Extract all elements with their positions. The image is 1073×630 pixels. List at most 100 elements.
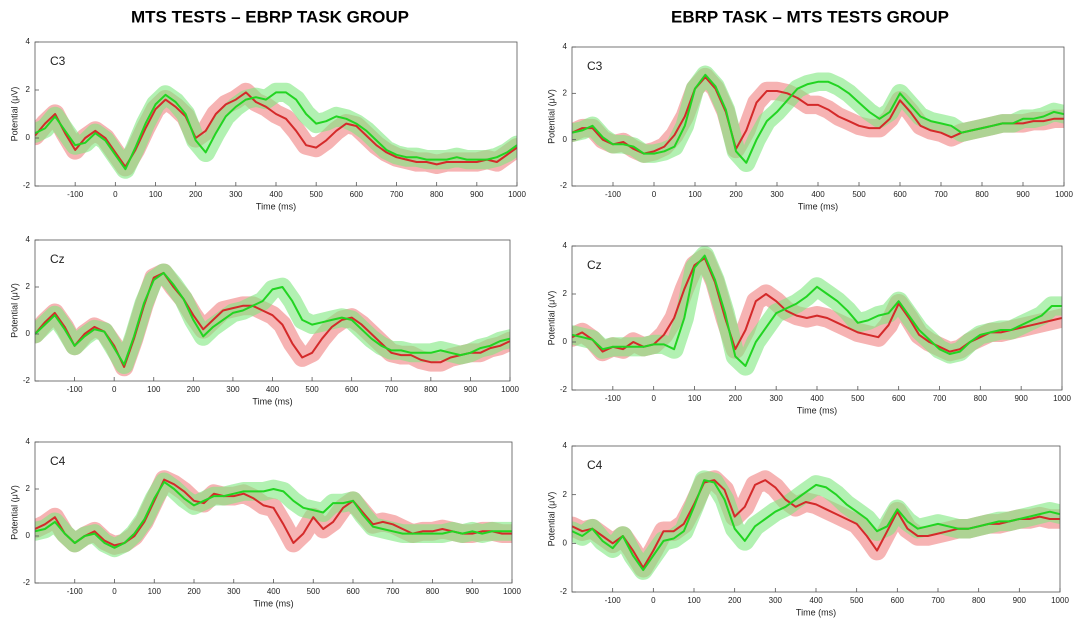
y-tick-label: -2: [23, 376, 31, 385]
y-tick-label: 0: [563, 337, 568, 346]
x-tick-label: 0: [112, 385, 117, 394]
x-tick-label: 800: [430, 190, 444, 199]
y-tick-label: 4: [563, 241, 568, 250]
x-tick-label: 700: [933, 394, 947, 403]
panel: -2 0 2 4 -100 0 100 200 300 400 500 600 700 800 900 100…: [9, 37, 526, 211]
channel-label: Cz: [587, 258, 602, 272]
x-tick-label: 900: [464, 385, 478, 394]
x-tick-label: 800: [975, 190, 989, 199]
error-band: [35, 82, 517, 179]
y-axis-label: Potential (μV): [9, 283, 19, 338]
x-tick-label: -100: [67, 587, 84, 596]
x-axis-label: Time (ms): [797, 405, 837, 415]
series-line: [35, 478, 512, 547]
y-axis-label: Potential (μV): [9, 87, 19, 142]
x-axis-label: Time (ms): [252, 396, 292, 406]
x-tick-label: 200: [187, 385, 201, 394]
y-tick-label: -2: [23, 181, 31, 190]
y-tick-label: 2: [26, 85, 31, 94]
x-tick-label: 0: [651, 596, 656, 605]
x-tick-label: 600: [346, 587, 360, 596]
x-tick-label: 700: [931, 596, 945, 605]
y-axis-label: Potential (μV): [546, 291, 556, 346]
x-axis-label: Time (ms): [798, 201, 838, 211]
y-tick-label: 4: [563, 42, 568, 51]
y-tick-label: 2: [563, 88, 568, 97]
x-tick-label: 100: [688, 394, 702, 403]
y-tick-label: -2: [560, 385, 568, 394]
y-tick-label: 2: [563, 490, 568, 499]
y-tick-label: -2: [560, 181, 568, 190]
x-tick-label: 600: [893, 190, 907, 199]
x-tick-label: 100: [147, 385, 161, 394]
x-tick-label: 800: [972, 596, 986, 605]
y-tick-label: 4: [26, 235, 31, 244]
panel: -2 0 2 4 -100 0 100 200 300 400 500 600 700 800 900 100…: [9, 235, 519, 406]
x-tick-label: 400: [266, 385, 280, 394]
axes-box: [571, 46, 1065, 187]
x-tick-label: 0: [113, 190, 118, 199]
y-tick-label: -2: [560, 587, 568, 596]
x-tick-label: 700: [386, 587, 400, 596]
series-line: [572, 479, 1060, 572]
column-title: MTS TESTS – EBRP TASK GROUP: [131, 7, 409, 26]
channel-label: C4: [50, 454, 66, 468]
y-tick-label: 2: [563, 289, 568, 298]
x-tick-label: 900: [1016, 190, 1030, 199]
series-line: [35, 271, 510, 368]
y-axis-label: Potential (μV): [546, 89, 556, 144]
x-tick-label: 500: [307, 587, 321, 596]
x-tick-label: -100: [605, 190, 622, 199]
x-tick-label: 600: [345, 385, 359, 394]
y-tick-label: 2: [26, 282, 31, 291]
x-axis-label: Time (ms): [253, 598, 293, 608]
panel: -2 0 2 4 -100 0 100 200 300 400 500 600 700 800 900 100…: [546, 42, 1073, 211]
y-tick-label: 0: [26, 531, 31, 540]
x-tick-label: 400: [811, 190, 825, 199]
x-tick-label: 1000: [1055, 190, 1073, 199]
y-tick-label: 0: [26, 329, 31, 338]
x-tick-label: 300: [769, 394, 783, 403]
x-tick-label: 200: [729, 394, 743, 403]
x-tick-label: 400: [809, 596, 823, 605]
y-tick-label: 4: [26, 437, 31, 446]
series-line: [572, 254, 1062, 367]
x-tick-label: 300: [229, 190, 243, 199]
y-axis-label: Potential (μV): [546, 492, 556, 547]
x-tick-label: -100: [605, 596, 622, 605]
x-tick-label: 400: [269, 190, 283, 199]
y-tick-label: 2: [26, 484, 31, 493]
x-tick-label: 200: [189, 190, 203, 199]
x-tick-label: 500: [852, 190, 866, 199]
panel: -2 0 2 4 -100 0 100 200 300 400 500 600 700 800 900 100…: [9, 437, 521, 608]
x-tick-label: 300: [770, 190, 784, 199]
x-tick-label: -100: [67, 385, 84, 394]
x-tick-label: 0: [652, 190, 657, 199]
x-tick-label: 200: [728, 596, 742, 605]
x-tick-label: 0: [112, 587, 117, 596]
x-tick-label: 600: [892, 394, 906, 403]
y-tick-label: 4: [563, 441, 568, 450]
x-axis-label: Time (ms): [796, 607, 836, 617]
x-tick-label: 900: [1013, 596, 1027, 605]
x-tick-label: 400: [810, 394, 824, 403]
y-axis-label: Potential (μV): [9, 485, 19, 540]
x-tick-label: 600: [891, 596, 905, 605]
x-tick-label: 100: [148, 587, 162, 596]
x-tick-label: 200: [187, 587, 201, 596]
x-tick-label: 300: [227, 587, 241, 596]
x-tick-label: 900: [466, 587, 480, 596]
x-tick-label: 500: [305, 385, 319, 394]
x-tick-label: 500: [850, 596, 864, 605]
channel-label: Cz: [50, 252, 65, 266]
series-line: [572, 73, 1064, 164]
x-tick-label: 1000: [1053, 394, 1071, 403]
x-tick-label: 1000: [508, 190, 526, 199]
x-tick-label: 300: [769, 596, 783, 605]
series-line: [35, 91, 517, 171]
channel-label: C3: [50, 54, 66, 68]
channel-label: C4: [587, 458, 603, 472]
x-tick-label: 700: [934, 190, 948, 199]
x-tick-label: 800: [426, 587, 440, 596]
